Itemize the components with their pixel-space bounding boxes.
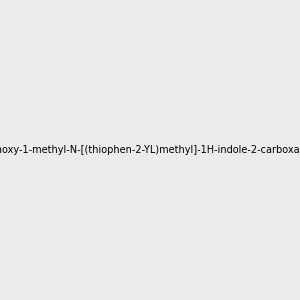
Text: 5-Ethoxy-1-methyl-N-[(thiophen-2-YL)methyl]-1H-indole-2-carboxamide: 5-Ethoxy-1-methyl-N-[(thiophen-2-YL)meth… (0, 145, 300, 155)
